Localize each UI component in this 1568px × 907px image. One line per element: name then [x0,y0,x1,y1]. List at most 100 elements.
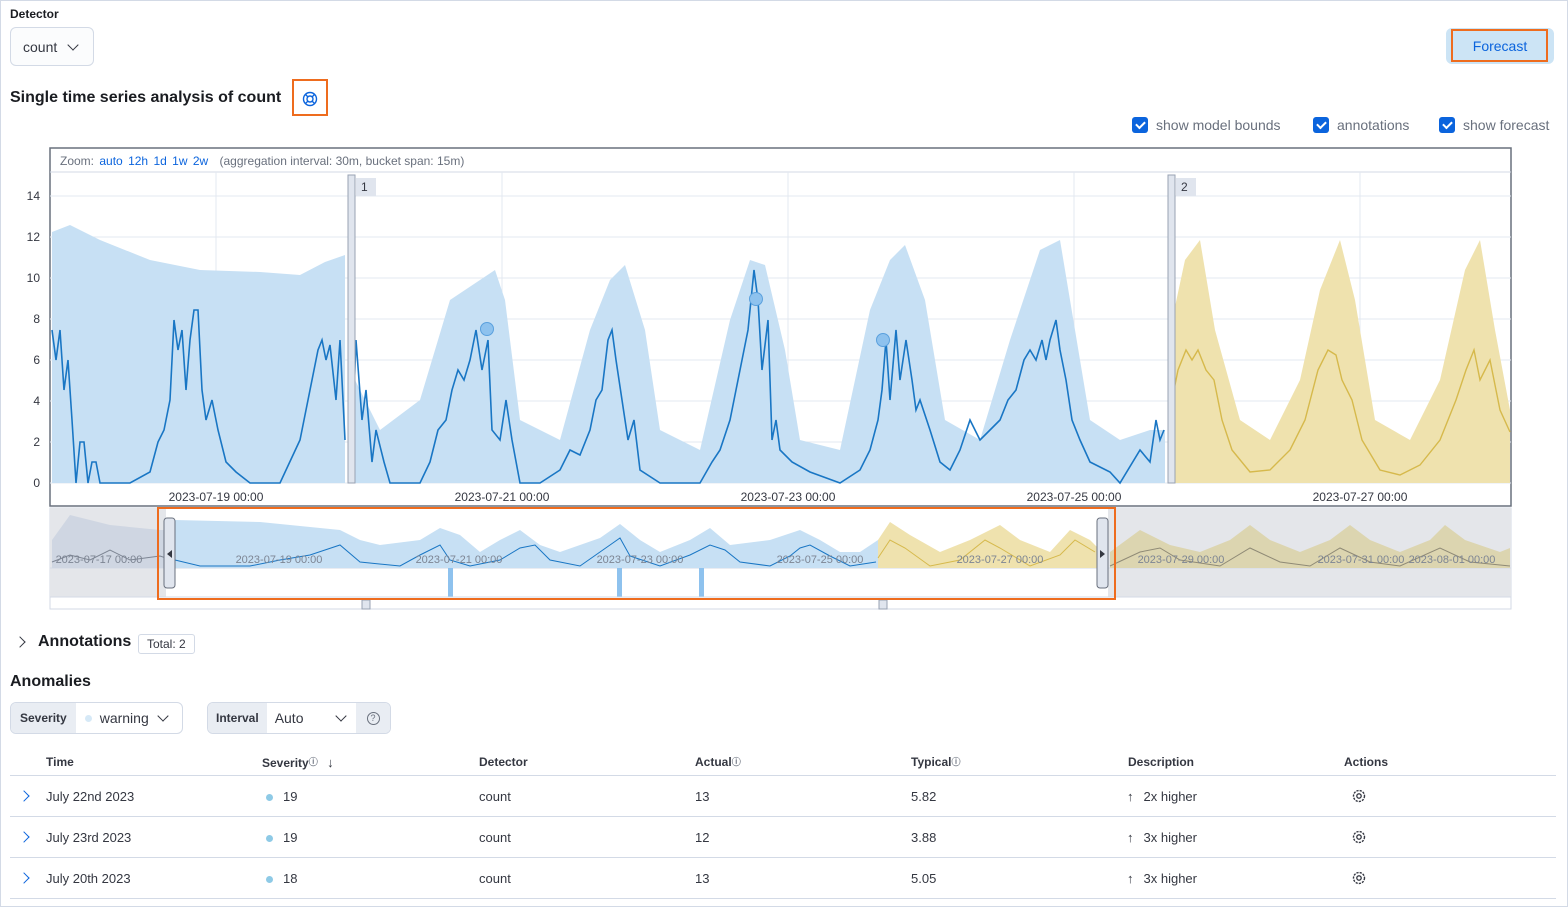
focus-chart[interactable]: 1 2 14 12 10 8 6 4 2 0 2023-07-19 00:00 … [0,140,1568,610]
page-title: Single time series analysis of count [10,89,282,106]
col-actions: Actions [1344,755,1389,769]
info-icon: ⓘ [951,757,961,767]
row-divider [10,857,1556,858]
annotation-2-label: 2 [1181,180,1188,194]
context-x-tick: 2023-08-01 00:00 [1409,554,1496,566]
col-severity[interactable]: Severityⓘ ↓ [262,755,334,770]
x-tick: 2023-07-25 00:00 [1027,490,1122,504]
chevron-down-icon [67,38,79,51]
row-typical: 5.82 [911,789,937,804]
anomaly-marker[interactable] [749,292,763,306]
context-x-tick: 2023-07-17 00:00 [56,554,143,566]
zoom-12h[interactable]: 12h [128,154,149,168]
forecast-highlight [1451,29,1548,62]
severity-dot-icon [266,835,273,843]
col-detector: Detector [479,755,528,769]
expand-row-icon[interactable] [18,872,30,884]
annotations-toggle[interactable] [14,636,28,648]
context-x-tick: 2023-07-31 00:00 [1318,554,1405,566]
severity-dot-icon [266,794,273,802]
context-x-tick: 2023-07-25 00:00 [777,554,864,566]
row-severity: 19 [266,789,297,804]
zoom-auto[interactable]: auto [99,154,123,168]
row-detector: count [479,789,511,804]
toggle-model-bounds[interactable]: show model bounds [1132,117,1281,133]
row-description-value: 3x higher [1143,830,1197,845]
help-highlight [292,79,328,116]
gear-icon[interactable] [1351,788,1367,804]
toggle-forecast-label: show forecast [1463,117,1550,133]
zoom-1d[interactable]: 1d [153,154,167,168]
row-detector: count [479,830,511,845]
y-tick: 12 [27,230,41,244]
interval-help-icon[interactable]: ? [356,703,390,733]
row-detector: count [479,871,511,886]
x-tick: 2023-07-21 00:00 [455,490,550,504]
row-time: July 22nd 2023 [46,789,135,804]
context-brush-highlight [157,507,1116,600]
annotations-title[interactable]: Annotations [38,633,132,650]
severity-dot-icon [84,714,92,722]
row-severity: 19 [266,830,297,845]
severity-filter[interactable]: Severity warning [10,702,183,734]
detector-label: Detector [10,7,59,21]
detector-value: count [23,38,58,55]
y-tick: 6 [33,353,40,367]
checkbox-checked-icon [1439,117,1455,133]
checkbox-checked-icon [1132,117,1148,133]
zoom-1w[interactable]: 1w [172,154,188,168]
col-typical-label: Typical [911,755,952,769]
row-description: ↑ 3x higher [1127,871,1197,886]
x-tick: 2023-07-27 00:00 [1313,490,1408,504]
severity-filter-value: warning [99,710,149,726]
col-typical: Typicalⓘ [911,755,960,769]
expand-row-icon[interactable] [18,831,30,843]
arrow-up-icon: ↑ [1127,830,1134,845]
y-tick: 14 [27,189,41,203]
toggle-forecast[interactable]: show forecast [1439,117,1549,133]
anomalies-title: Anomalies [10,673,91,690]
row-actual: 12 [695,830,710,845]
detector-select[interactable]: count [10,27,94,66]
context-x-tick: 2023-07-29 00:00 [1138,554,1225,566]
toggle-model-bounds-label: show model bounds [1156,117,1281,133]
row-divider [10,816,1556,817]
context-x-tick: 2023-07-27 00:00 [957,554,1044,566]
row-severity-value: 19 [283,789,298,804]
row-severity-value: 18 [283,871,298,886]
col-time: Time [46,755,74,769]
gear-icon[interactable] [1351,829,1367,845]
help-icon[interactable] [301,90,319,108]
zoom-label: Zoom: [60,154,95,168]
anomaly-marker[interactable] [480,322,494,336]
question-icon: ? [366,711,380,725]
row-description-value: 2x higher [1143,789,1197,804]
expand-row-icon[interactable] [18,790,30,802]
context-x-tick: 2023-07-19 00:00 [236,554,323,566]
context-x-tick: 2023-07-21 00:00 [416,554,503,566]
y-tick: 2 [33,435,40,449]
row-typical: 5.05 [911,871,937,886]
zoom-2w[interactable]: 2w [192,154,209,168]
gear-icon[interactable] [1351,870,1367,886]
aggregation-info: (aggregation interval: 30m, bucket span:… [219,154,465,168]
severity-filter-label: Severity [11,703,76,733]
anomaly-marker[interactable] [876,333,890,347]
col-actual-label: Actual [695,755,732,769]
sort-desc-icon: ↓ [327,755,334,770]
row-time: July 20th 2023 [46,871,131,886]
row-severity: 18 [266,871,297,886]
annotation-1-label: 1 [361,180,368,194]
y-tick: 0 [33,476,40,490]
severity-dot-icon [266,876,273,884]
interval-filter[interactable]: Interval Auto ? [207,702,391,734]
zoom-bar: Zoom: auto 12h 1d 1w 2w (aggregation int… [60,154,464,168]
row-description: ↑ 3x higher [1127,830,1197,845]
toggle-annotations[interactable]: annotations [1313,117,1409,133]
forecast-button[interactable]: Forecast [1446,28,1554,64]
row-description: ↑ 2x higher [1127,789,1197,804]
interval-filter-value: Auto [274,710,304,726]
lifebuoy-icon [302,91,318,107]
col-severity-label: Severity [262,756,309,770]
table-header-divider [10,775,1556,776]
